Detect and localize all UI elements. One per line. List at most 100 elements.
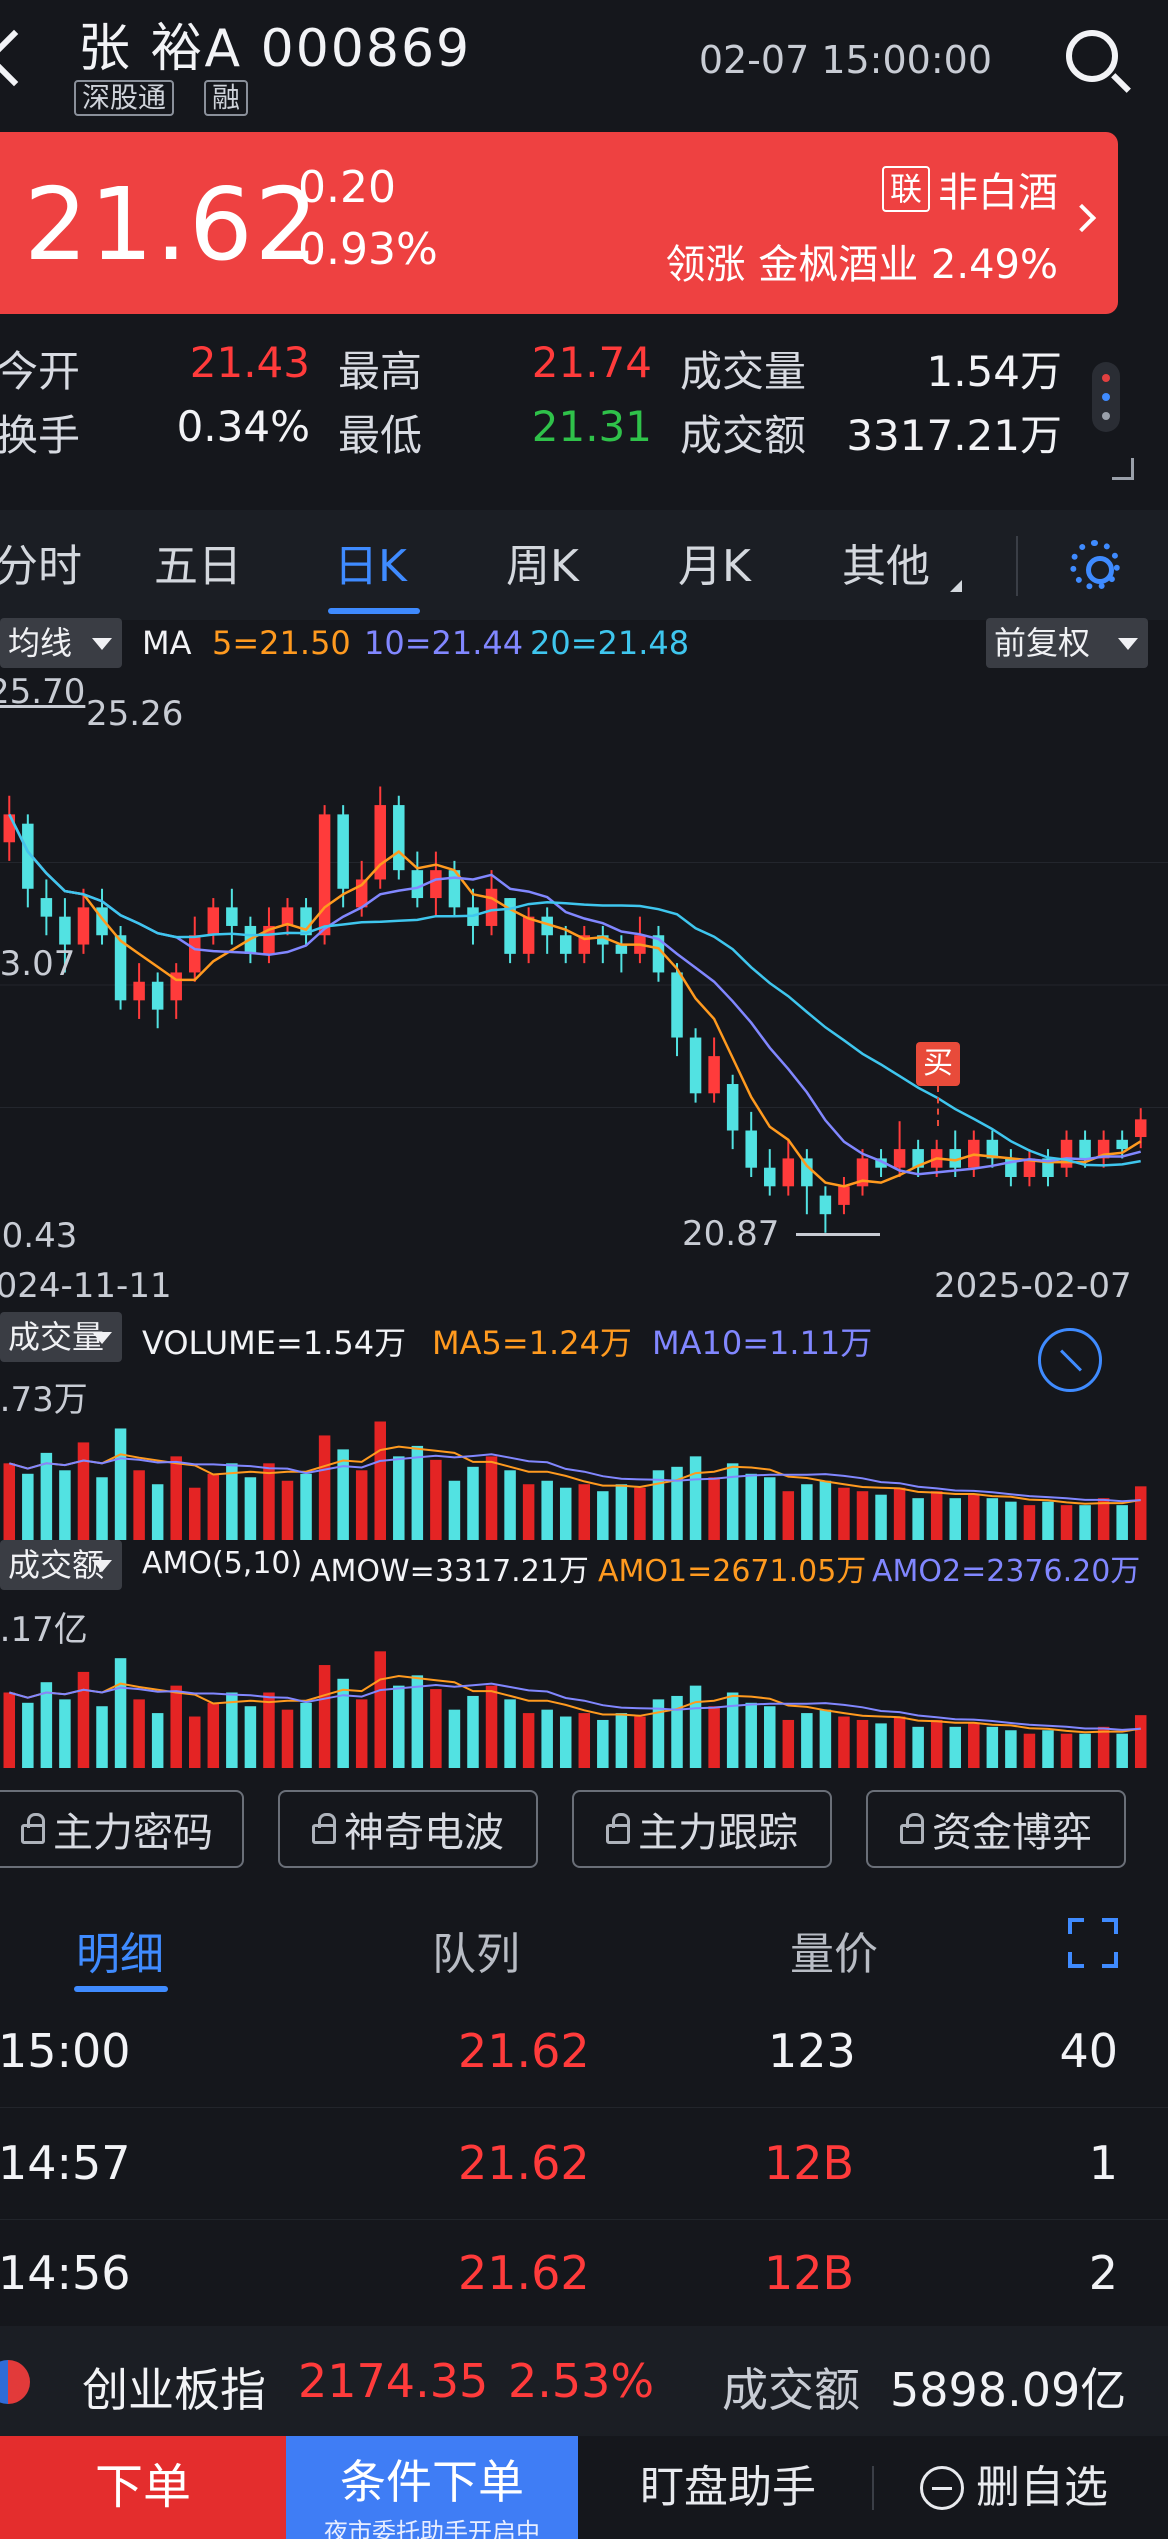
- buy-signal-marker[interactable]: 买: [916, 1042, 960, 1086]
- volume-axis-top: 3.73万: [0, 1380, 88, 1420]
- candle-body: [318, 814, 331, 936]
- amount-chart[interactable]: [0, 1630, 1168, 1768]
- pill-label: 神奇电波: [344, 1810, 504, 1856]
- amount-bar: [355, 1699, 368, 1768]
- candle-body: [59, 916, 71, 945]
- volume-bar: [1079, 1505, 1091, 1540]
- amount-bar: [263, 1692, 275, 1768]
- volume-bar: [1023, 1505, 1036, 1540]
- tab-queue[interactable]: 队列: [432, 1929, 520, 1980]
- expand-icon[interactable]: [1068, 1918, 1118, 1968]
- search-icon[interactable]: [1066, 30, 1118, 82]
- watch-assistant-button[interactable]: 盯盘助手: [640, 2462, 816, 2513]
- amount-bar: [393, 1685, 405, 1768]
- volume-bar: [708, 1477, 720, 1540]
- volume-bar: [652, 1470, 665, 1540]
- volume-bar: [634, 1487, 646, 1540]
- candle-body: [652, 935, 665, 973]
- amount-bar: [1079, 1733, 1091, 1768]
- volume-bar: [170, 1456, 182, 1540]
- volume-bar: [393, 1456, 405, 1540]
- trade-row: 15:00 21.62 123 40: [0, 1996, 1168, 2108]
- gear-icon[interactable]: [1070, 540, 1120, 590]
- candle-body: [875, 1158, 887, 1168]
- amount-bar: [782, 1719, 795, 1768]
- fullscreen-icon[interactable]: [1038, 1328, 1102, 1392]
- indicator-dropdown[interactable]: 均线: [0, 618, 122, 668]
- expand-corner-icon[interactable]: [1112, 458, 1134, 480]
- candle-body: [801, 1158, 813, 1187]
- axis-bottom: 20.43: [0, 1216, 78, 1256]
- kline-chart[interactable]: [0, 680, 1168, 1300]
- tab-daily-k[interactable]: 日K: [334, 541, 407, 592]
- trade-row: 14:56 21.62 12B 2: [0, 2218, 1168, 2330]
- candle-body: [559, 935, 572, 954]
- candle-body: [1097, 1139, 1110, 1159]
- lock-icon: [900, 1813, 924, 1844]
- volume-bar: [151, 1484, 164, 1540]
- chevron-right-icon: [1067, 203, 1097, 233]
- volume-bar: [22, 1473, 34, 1540]
- stats-panel: 今开 21.43 最高 21.74 成交量 1.54万 换手 0.34% 最低 …: [0, 316, 1168, 496]
- conditional-order-button[interactable]: 条件下单 夜市委托助手开启中: [286, 2436, 578, 2539]
- volume-bar: [1060, 1505, 1073, 1540]
- remove-watchlist-button[interactable]: 删自选: [900, 2436, 1168, 2539]
- pill-magic-wave[interactable]: 神奇电波: [278, 1790, 538, 1868]
- candle-body: [1005, 1158, 1017, 1178]
- amount-bar: [411, 1675, 424, 1768]
- amount-label: 成交额: [680, 411, 807, 460]
- tab-volume-price[interactable]: 量价: [790, 1929, 878, 1980]
- amount-bar: [930, 1719, 943, 1768]
- volume-bar: [801, 1484, 813, 1540]
- volume-bar: [522, 1484, 535, 1540]
- candle-body: [745, 1130, 757, 1168]
- pill-main-force-code[interactable]: 主力密码: [0, 1790, 244, 1868]
- amount-bar: [819, 1709, 832, 1768]
- candle-body: [1023, 1158, 1036, 1178]
- amount-bar: [1042, 1730, 1054, 1768]
- price-change: 0.20: [298, 162, 396, 213]
- candle-body: [522, 916, 535, 954]
- tab-five-day[interactable]: 五日: [154, 541, 242, 592]
- tab-monthly-k[interactable]: 月K: [678, 541, 751, 592]
- trade-volume: 12B: [764, 2136, 855, 2190]
- tab-other[interactable]: 其他: [842, 541, 930, 592]
- high-label: 最高: [338, 347, 423, 396]
- volume-bar: [3, 1463, 16, 1540]
- volume-bar: [485, 1456, 498, 1540]
- pill-fund-game[interactable]: 资金博弈: [866, 1790, 1126, 1868]
- candle-body: [689, 1037, 702, 1094]
- back-arrow-icon[interactable]: [0, 29, 43, 87]
- axis-top-mark: 25.26: [86, 694, 184, 734]
- index-ticker-bar[interactable]: 创业板指 2174.35 2.53% 成交额 5898.09亿: [0, 2326, 1168, 2436]
- concept-tag[interactable]: 联 非白酒: [881, 160, 1058, 218]
- candle-body: [949, 1149, 961, 1168]
- amount-bar: [281, 1709, 294, 1768]
- volume-chart[interactable]: [0, 1400, 1168, 1540]
- price-banner[interactable]: 21.62 0.20 0.93% 联 非白酒 领涨 金枫酒业 2.49%: [0, 132, 1118, 314]
- amount-bar: [77, 1671, 90, 1768]
- volume-bar: [448, 1480, 461, 1540]
- amount-bar: [244, 1706, 257, 1768]
- volume-dropdown[interactable]: 成交量: [0, 1312, 122, 1362]
- trade-count: 1: [1088, 2136, 1118, 2190]
- amount-bar: [578, 1713, 591, 1768]
- volume-value-text: VOLUME=1.54万: [142, 1324, 407, 1362]
- tab-intraday[interactable]: 分时: [0, 541, 82, 592]
- candle-body: [1079, 1139, 1091, 1159]
- pill-main-force-track[interactable]: 主力跟踪: [572, 1790, 832, 1868]
- amount-bar: [318, 1665, 331, 1768]
- volume-bar: [1116, 1505, 1128, 1540]
- low-marker-line: [796, 1233, 880, 1236]
- trade-price: 21.62: [458, 2024, 590, 2078]
- order-button[interactable]: 下单: [0, 2436, 286, 2539]
- volume-bar: [337, 1449, 349, 1540]
- amo1-value: AMO1=2671.05万: [598, 1554, 867, 1589]
- tab-weekly-k[interactable]: 周K: [506, 541, 579, 592]
- adjust-dropdown[interactable]: 前复权: [986, 618, 1148, 668]
- more-dots-icon[interactable]: [1092, 362, 1120, 432]
- amount-dropdown[interactable]: 成交额: [0, 1540, 122, 1590]
- tab-details[interactable]: 明细: [76, 1929, 164, 1980]
- trade-volume: 123: [768, 2024, 856, 2078]
- volume-bar: [318, 1435, 331, 1540]
